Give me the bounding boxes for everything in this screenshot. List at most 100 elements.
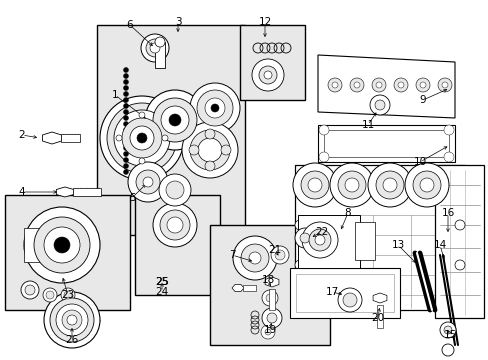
Circle shape [415, 78, 429, 92]
Circle shape [443, 326, 451, 334]
Bar [243, 285, 256, 291]
Circle shape [382, 178, 396, 192]
Bar [297, 215, 359, 268]
Circle shape [331, 82, 337, 88]
Text: 12: 12 [258, 17, 271, 27]
Circle shape [122, 118, 162, 158]
Polygon shape [372, 293, 386, 303]
Circle shape [123, 145, 128, 150]
Circle shape [61, 288, 75, 302]
Circle shape [44, 292, 100, 348]
Circle shape [145, 90, 204, 150]
Circle shape [137, 133, 147, 143]
Circle shape [371, 78, 385, 92]
Circle shape [441, 344, 453, 356]
Bar [97, 25, 244, 235]
Bar [73, 188, 101, 196]
Circle shape [123, 91, 128, 96]
Circle shape [270, 246, 288, 264]
Circle shape [160, 210, 190, 240]
Polygon shape [42, 132, 61, 144]
Circle shape [139, 158, 145, 164]
Circle shape [123, 104, 128, 108]
Text: 15: 15 [443, 330, 456, 340]
Circle shape [190, 130, 229, 170]
Circle shape [375, 171, 403, 199]
Bar [268, 289, 274, 310]
Circle shape [443, 152, 453, 162]
Circle shape [146, 39, 163, 57]
Text: 24: 24 [155, 287, 168, 297]
Circle shape [198, 138, 222, 162]
Circle shape [419, 82, 425, 88]
Text: 17: 17 [325, 287, 338, 297]
Text: 25: 25 [155, 277, 168, 287]
Circle shape [294, 228, 314, 248]
Circle shape [454, 260, 464, 270]
Circle shape [123, 109, 128, 114]
Circle shape [375, 82, 381, 88]
Bar [289, 268, 399, 318]
Circle shape [404, 163, 448, 207]
Circle shape [141, 34, 169, 62]
Circle shape [24, 207, 100, 283]
Polygon shape [264, 277, 278, 287]
Text: 22: 22 [315, 227, 328, 237]
Circle shape [412, 171, 440, 199]
Text: 8: 8 [344, 208, 350, 218]
Circle shape [123, 116, 128, 121]
Circle shape [274, 250, 285, 260]
Circle shape [62, 310, 82, 330]
Polygon shape [231, 284, 244, 292]
Circle shape [197, 90, 232, 126]
Text: 21: 21 [268, 245, 281, 255]
Circle shape [337, 288, 361, 312]
Circle shape [251, 59, 284, 91]
Circle shape [116, 135, 122, 141]
Bar [317, 125, 454, 162]
Circle shape [50, 298, 94, 342]
Text: 5: 5 [128, 193, 135, 203]
Text: 10: 10 [412, 157, 426, 167]
Circle shape [165, 181, 183, 199]
Circle shape [162, 135, 168, 141]
Circle shape [123, 122, 128, 126]
Circle shape [265, 294, 273, 302]
Circle shape [299, 233, 309, 243]
Text: 4: 4 [19, 187, 25, 197]
Bar [209, 225, 329, 345]
Circle shape [114, 110, 170, 166]
Circle shape [190, 83, 240, 133]
Circle shape [248, 252, 261, 264]
Circle shape [342, 293, 356, 307]
Circle shape [439, 322, 455, 338]
Bar [135, 195, 220, 295]
Text: 3: 3 [174, 17, 181, 27]
Circle shape [302, 222, 337, 258]
Circle shape [123, 80, 128, 85]
Circle shape [210, 104, 219, 112]
Circle shape [54, 237, 70, 253]
Circle shape [25, 285, 35, 295]
Circle shape [123, 134, 128, 139]
Circle shape [153, 98, 197, 142]
Circle shape [139, 112, 145, 118]
Bar [324, 130, 448, 157]
Circle shape [123, 158, 128, 162]
Circle shape [169, 114, 181, 126]
Text: 13: 13 [390, 240, 404, 250]
Circle shape [301, 171, 328, 199]
Circle shape [43, 288, 57, 302]
Circle shape [314, 235, 325, 245]
Circle shape [393, 78, 407, 92]
Circle shape [56, 304, 88, 336]
Circle shape [345, 178, 358, 192]
Circle shape [159, 174, 191, 206]
Circle shape [261, 325, 274, 339]
Text: 20: 20 [371, 313, 384, 323]
Circle shape [374, 100, 384, 110]
Circle shape [204, 98, 224, 118]
Circle shape [34, 217, 90, 273]
Circle shape [318, 125, 328, 135]
Circle shape [107, 103, 177, 173]
